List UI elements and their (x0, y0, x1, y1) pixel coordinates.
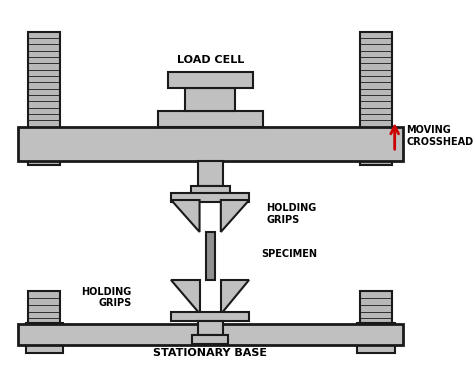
Text: STATIONARY BASE: STATIONARY BASE (153, 348, 267, 357)
Polygon shape (171, 200, 200, 232)
Bar (171, 193, 249, 202)
Polygon shape (221, 280, 249, 313)
Bar (171, 312, 249, 321)
Bar (28, 31, 60, 164)
Bar (360, 31, 392, 164)
Text: SPECIMEN: SPECIMEN (262, 249, 318, 259)
Text: MOVING
CROSSHEAD: MOVING CROSSHEAD (406, 125, 474, 147)
Bar (198, 321, 223, 335)
Bar (185, 88, 235, 111)
Bar (28, 291, 60, 325)
Bar (18, 127, 402, 161)
Bar (357, 323, 395, 354)
Bar (158, 111, 263, 127)
Bar (198, 161, 223, 186)
Bar (192, 335, 228, 344)
Text: HOLDING
GRIPS: HOLDING GRIPS (266, 204, 316, 225)
Polygon shape (171, 280, 200, 313)
Text: LOAD CELL: LOAD CELL (176, 55, 244, 65)
Bar (360, 291, 392, 325)
Text: HOLDING
GRIPS: HOLDING GRIPS (81, 287, 131, 309)
Bar (191, 186, 230, 196)
Bar (26, 323, 63, 354)
Bar (206, 232, 215, 280)
Bar (168, 72, 253, 88)
Bar (18, 324, 402, 346)
Polygon shape (221, 200, 249, 232)
